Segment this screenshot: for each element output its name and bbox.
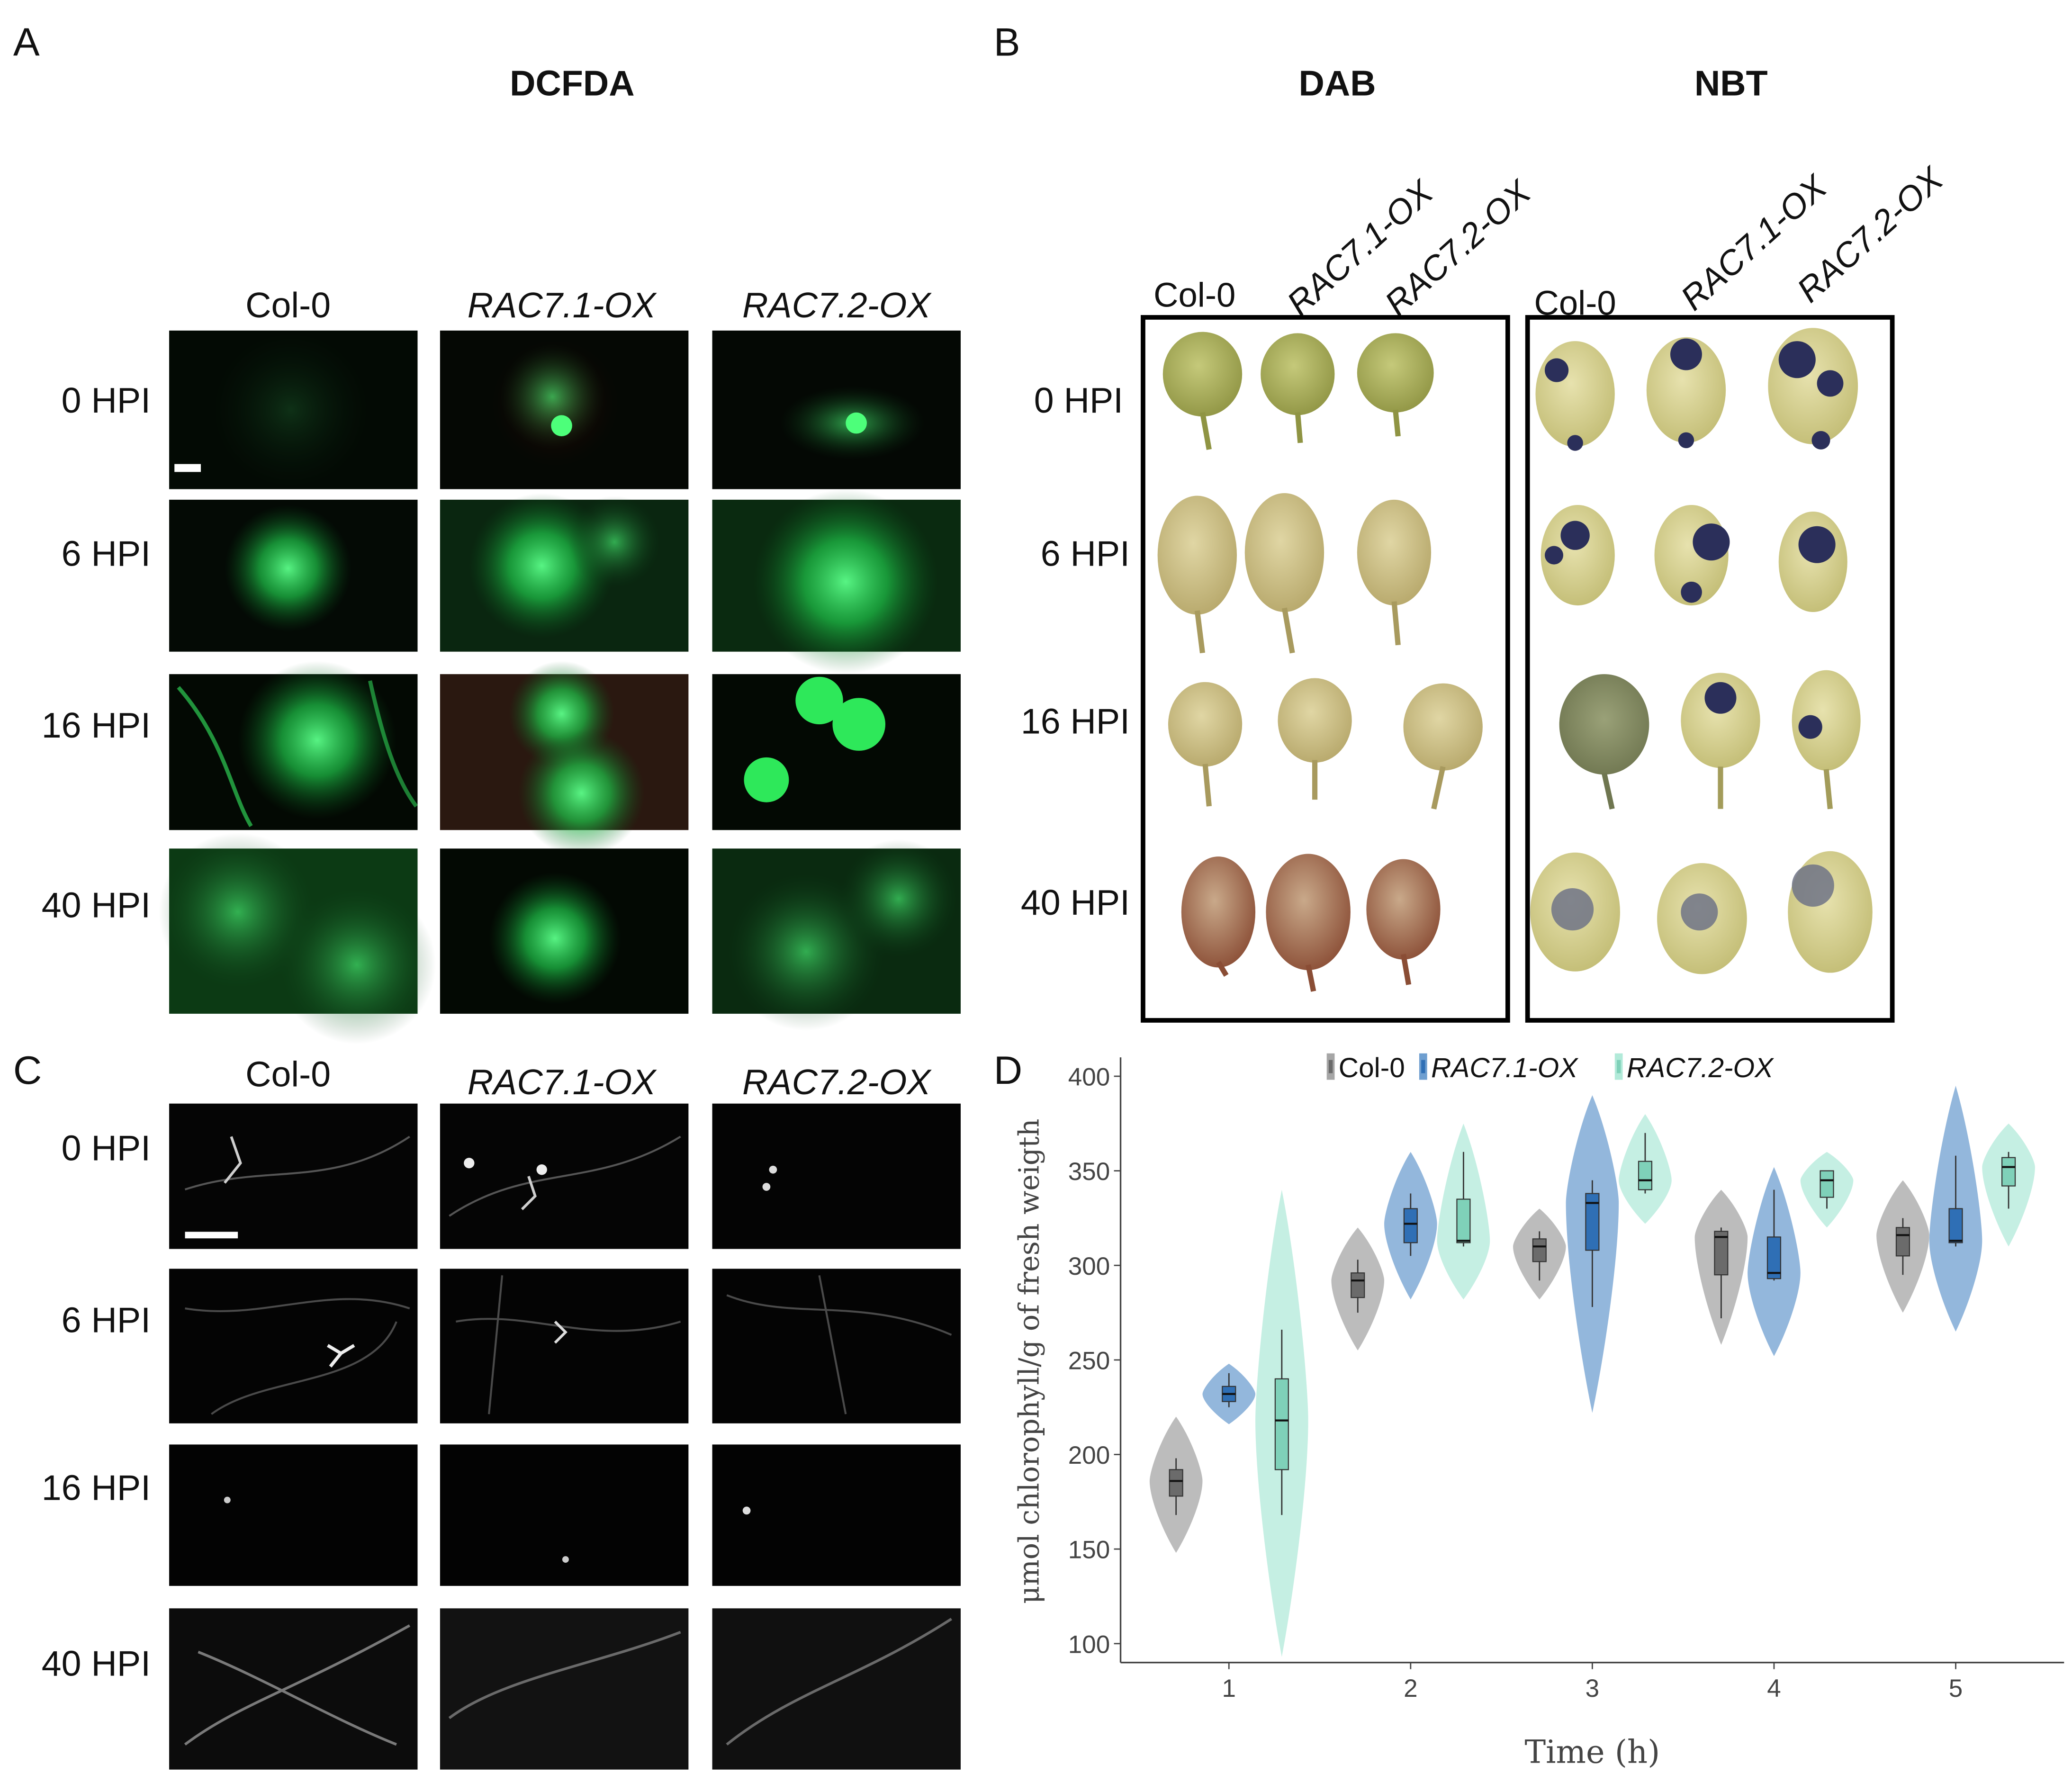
scale-bar-c — [185, 1232, 238, 1239]
panel-a-row-16hpi: 16 HPI — [42, 705, 151, 745]
panel-a-title: DCFDA — [510, 63, 635, 103]
panel-b-row-16hpi: 16 HPI — [1021, 702, 1130, 741]
panel-b-row-0hpi: 0 HPI — [1034, 380, 1123, 420]
micrograph-c-rac72-16hpi — [712, 1444, 961, 1586]
leaf-dab-col0-0hpi — [1162, 332, 1243, 417]
box-2-2 — [1638, 1161, 1653, 1190]
leaf-nbt-col0-0hpi — [1535, 341, 1615, 447]
y-tick-label: 400 — [1068, 1063, 1110, 1091]
legend-swatch-box-0 — [1328, 1060, 1333, 1073]
panel-a-row-0hpi: 0 HPI — [62, 380, 151, 420]
legend-label-1: RAC7.1-OX — [1431, 1053, 1578, 1083]
leaf-dab-rac72-0hpi — [1357, 333, 1434, 413]
leaf-dab-rac71-6hpi — [1244, 493, 1324, 612]
box-0-1 — [1351, 1272, 1365, 1298]
x-tick-label: 4 — [1767, 1675, 1781, 1702]
legend-label-2: RAC7.2-OX — [1627, 1053, 1774, 1083]
micrograph-c-col0-40hpi — [169, 1608, 418, 1770]
x-axis-label: Time (h) — [1525, 1734, 1660, 1771]
panel-a-col-rac71: RAC7.1-OX — [468, 285, 657, 325]
leaf-nbt-rac72-16hpi — [1792, 670, 1861, 771]
box-2-3 — [1820, 1170, 1834, 1198]
panel-b-title-dab: DAB — [1298, 63, 1376, 103]
micrograph-c-col0-16hpi — [169, 1444, 418, 1586]
leaf-dab-col0-6hpi — [1157, 495, 1237, 615]
leaf-dab-rac71-16hpi — [1278, 678, 1352, 763]
panel-a-row-40hpi: 40 HPI — [42, 885, 151, 925]
panel-c-row-40hpi: 40 HPI — [42, 1644, 151, 1684]
y-tick-label: 150 — [1068, 1536, 1110, 1564]
panel-b-row-6hpi: 6 HPI — [1041, 533, 1130, 573]
leaf-nbt-rac71-16hpi — [1681, 673, 1760, 768]
micrograph-c-col0-0hpi — [169, 1103, 418, 1249]
micrograph-c-rac71-16hpi — [440, 1444, 689, 1586]
box-2-4 — [2001, 1157, 2016, 1187]
panel-a-micrographs — [158, 330, 961, 1045]
leaf-nbt-rac72-0hpi — [1768, 328, 1858, 444]
leaf-nbt-rac71-0hpi — [1646, 337, 1726, 443]
micrograph-c-rac72-0hpi — [712, 1103, 961, 1249]
micrograph-c-rac72-40hpi — [712, 1608, 961, 1770]
panel-c-letter: C — [13, 1048, 42, 1092]
micrograph-c-rac71-6hpi — [440, 1269, 689, 1423]
panel-b-dab-box — [1141, 315, 1510, 1023]
leaf-dab-col0-16hpi — [1168, 682, 1243, 767]
panel-d-letter: D — [994, 1048, 1022, 1092]
y-tick-label: 200 — [1068, 1441, 1110, 1469]
legend-swatch-box-1 — [1421, 1060, 1425, 1073]
panel-c-col-rac72: RAC7.2-OX — [742, 1062, 932, 1102]
box-2-1 — [1456, 1198, 1471, 1243]
panel-b-nbt-box — [1525, 315, 1895, 1023]
leaf-dab-rac72-6hpi — [1357, 499, 1432, 606]
panel-b-row-40hpi: 40 HPI — [1021, 882, 1130, 922]
leaf-dab-rac72-40hpi — [1366, 859, 1441, 960]
leaf-dab-col0-40hpi — [1181, 856, 1256, 968]
leaf-dab-rac71-0hpi — [1261, 333, 1335, 415]
x-tick-label: 2 — [1404, 1675, 1417, 1702]
box-0-3 — [1714, 1231, 1729, 1276]
panel-c-col-col0: Col-0 — [245, 1054, 331, 1094]
box-1-4 — [1948, 1208, 1963, 1243]
panel-a-col-rac72: RAC7.2-OX — [742, 285, 932, 325]
box-0-2 — [1532, 1238, 1547, 1262]
box-1-3 — [1766, 1236, 1782, 1279]
box-0-4 — [1895, 1227, 1910, 1257]
panel-c-micrographs — [169, 1103, 961, 1770]
box-1-1 — [1403, 1208, 1418, 1243]
violin-chart: 100 150 200 250 300 350 400 1 2 3 4 5 Time (h) μmol c… — [1013, 1053, 2064, 1771]
micrograph-c-col0-6hpi — [169, 1269, 418, 1423]
micrograph-c-rac71-40hpi — [440, 1608, 689, 1770]
panel-b-leaves — [1157, 328, 1873, 992]
panel-a-row-6hpi: 6 HPI — [62, 533, 151, 573]
legend-swatch-box-2 — [1617, 1060, 1621, 1073]
x-tick-label: 3 — [1586, 1675, 1599, 1702]
leaf-dab-rac72-16hpi — [1403, 683, 1483, 771]
legend-label-0: Col-0 — [1339, 1053, 1405, 1083]
panel-c-row-6hpi: 6 HPI — [62, 1300, 151, 1340]
y-tick-label: 300 — [1068, 1252, 1110, 1280]
panel-c-col-rac71: RAC7.1-OX — [468, 1062, 657, 1102]
leaf-nbt-col0-16hpi — [1559, 674, 1649, 775]
panel-c-row-0hpi: 0 HPI — [62, 1128, 151, 1168]
scale-bar-a — [174, 464, 201, 472]
panel-b-dab-col0: Col-0 — [1153, 276, 1235, 315]
panel-b-title-nbt: NBT — [1694, 63, 1768, 103]
box-2-0 — [1274, 1378, 1289, 1470]
leaf-nbt-col0-6hpi — [1540, 505, 1615, 606]
x-tick-label: 1 — [1222, 1675, 1236, 1702]
leaf-dab-rac71-40hpi — [1266, 854, 1351, 970]
panel-b-letter: B — [994, 20, 1020, 64]
panel-a-letter: A — [13, 20, 40, 64]
y-tick-label: 100 — [1068, 1630, 1110, 1658]
micrograph-c-rac72-6hpi — [712, 1269, 961, 1423]
y-tick-label: 350 — [1068, 1158, 1110, 1186]
y-axis-label: μmol chlorophyll/g of fresh weigth — [1013, 1119, 1045, 1604]
panel-a-col-col0: Col-0 — [245, 285, 331, 325]
box-0-0 — [1169, 1469, 1183, 1497]
panel-c-row-16hpi: 16 HPI — [42, 1468, 151, 1508]
y-tick-label: 250 — [1068, 1347, 1110, 1375]
x-tick-label: 5 — [1949, 1675, 1963, 1702]
